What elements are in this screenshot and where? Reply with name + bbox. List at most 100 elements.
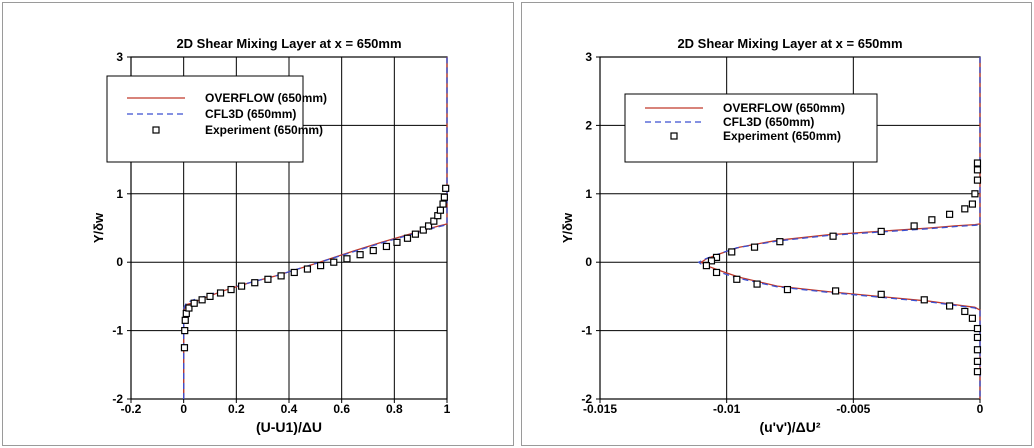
experiment-point: [439, 200, 447, 208]
y-tick-label: 2: [585, 118, 592, 132]
experiment-point: [303, 265, 312, 273]
experiment-point: [973, 159, 982, 167]
experiment-point: [185, 304, 193, 312]
experiment-point: [440, 193, 448, 201]
legend: OVERFLOW (650mm)CFL3D (650mm)Experiment …: [624, 93, 878, 163]
y-tick-label: 3: [585, 50, 592, 64]
legend: OVERFLOW (650mm)CFL3D (650mm)Experiment …: [106, 75, 327, 163]
x-tick-label: -0.01: [713, 402, 741, 416]
chart-svg-right: 2D Shear Mixing Layer at x = 650mm -0.015…: [560, 36, 984, 435]
experiment-point: [330, 258, 338, 266]
series-experiment: [180, 184, 450, 352]
experiment-point: [369, 246, 377, 255]
experiment-point: [190, 299, 198, 307]
chart-svg-left: 2D Shear Mixing Layer at x = 650mm -0.2 0 0…: [91, 36, 451, 435]
y-tick-label: 3: [116, 50, 123, 64]
experiment-point: [411, 230, 419, 238]
legend-entry-label: OVERFLOW (650mm): [723, 101, 845, 115]
x-axis-label: (u'v')/ΔU²: [759, 419, 820, 435]
experiment-point: [251, 279, 259, 287]
experiment-point: [382, 242, 391, 251]
experiment-point: [973, 324, 982, 333]
legend-entry-label: CFL3D (650mm): [205, 107, 296, 121]
experiment-point: [707, 257, 716, 265]
experiment-point: [430, 217, 438, 225]
y-tick-label: 1: [585, 187, 592, 201]
experiment-point: [946, 302, 954, 310]
experiment-point: [277, 272, 285, 280]
series-experiment: [702, 159, 982, 376]
y-axis-label: Y/δw: [560, 212, 575, 243]
x-tick-label: -0.2: [121, 402, 142, 416]
x-tick-label: 0.8: [386, 402, 403, 416]
legend-entry-label: Experiment (650mm): [205, 123, 323, 137]
series-overflow-line: [700, 57, 981, 399]
experiment-point: [829, 232, 837, 240]
experiment-point: [920, 296, 928, 304]
experiment-point: [419, 226, 427, 234]
experiment-point: [973, 368, 982, 376]
experiment-point: [181, 327, 189, 335]
x-tick-label: 0: [180, 402, 187, 416]
experiment-point: [753, 280, 761, 288]
x-tick-label: 0.6: [333, 402, 350, 416]
x-tick-label: 1: [444, 402, 451, 416]
experiment-point: [733, 275, 741, 283]
y-tick-label: -2: [112, 392, 123, 406]
experiment-point: [728, 248, 736, 256]
experiment-point: [436, 206, 445, 214]
experiment-point: [180, 344, 189, 352]
experiment-point: [971, 190, 979, 198]
experiment-point: [181, 316, 189, 324]
experiment-point: [910, 222, 918, 230]
legend-marker-experiment: [670, 132, 678, 140]
experiment-point: [973, 166, 982, 174]
y-tick-label: 0: [585, 255, 592, 269]
chart-title: 2D Shear Mixing Layer at x = 650mm: [677, 36, 902, 51]
experiment-point: [968, 200, 976, 208]
legend-entry-label: Experiment (650mm): [723, 129, 841, 143]
experiment-point: [264, 275, 272, 283]
experiment-point: [973, 346, 982, 354]
y-tick-label: -2: [581, 392, 592, 406]
x-tick-label: -0.005: [836, 402, 870, 416]
plot-frame: [130, 56, 448, 400]
experiment-point: [783, 285, 792, 294]
experiment-point: [227, 285, 235, 294]
experiment-point: [290, 268, 298, 277]
x-axis-label: (U-U1)/ΔU: [256, 419, 322, 435]
experiment-point: [961, 307, 969, 316]
legend-box: [106, 75, 304, 163]
experiment-point: [206, 292, 214, 300]
experiment-point: [776, 238, 784, 246]
experiment-point: [216, 289, 225, 297]
experiment-point: [403, 234, 412, 242]
series-cfl3d-line: [183, 57, 448, 399]
experiment-point: [702, 262, 710, 270]
plot-frame: [599, 56, 981, 400]
experiment-point: [393, 238, 401, 246]
chart-panel-right: 2D Shear Mixing Layer at x = 650mm -0.015…: [521, 2, 1032, 446]
experiment-point: [946, 210, 954, 218]
experiment-point: [712, 268, 721, 277]
x-tick-label: 0.4: [281, 402, 298, 416]
y-tick-label: -1: [581, 324, 592, 338]
experiment-point: [877, 290, 885, 298]
chart-title: 2D Shear Mixing Layer at x = 650mm: [176, 36, 401, 51]
experiment-point: [877, 227, 885, 236]
experiment-point: [968, 314, 976, 322]
experiment-point: [238, 282, 246, 290]
experiment-point: [832, 287, 840, 295]
experiment-point: [961, 205, 969, 213]
y-tick-label: -1: [112, 324, 123, 338]
y-axis-label: Y/δw: [91, 212, 106, 243]
experiment-point: [317, 262, 325, 270]
x-tick-label: 0.2: [228, 402, 245, 416]
experiment-point: [442, 184, 450, 192]
legend-marker-experiment: [152, 126, 160, 134]
experiment-point: [424, 222, 433, 230]
experiment-point: [356, 251, 364, 259]
experiment-point: [343, 255, 351, 263]
experiment-point: [973, 357, 982, 365]
x-tick-label: -0.015: [583, 402, 617, 416]
